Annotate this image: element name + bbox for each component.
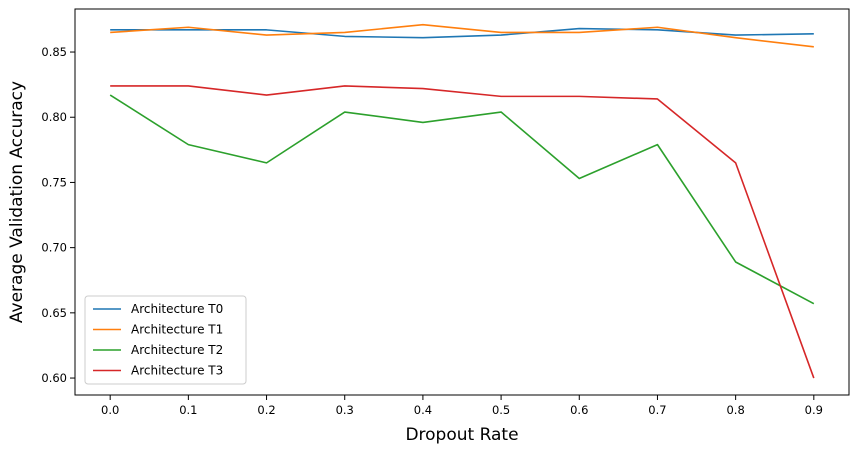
y-axis-ticks: 0.60 0.65 0.70 0.75 0.80 0.85 (41, 45, 75, 385)
y-tick-label: 0.80 (41, 110, 67, 124)
x-tick-label: 0.6 (570, 403, 588, 417)
x-tick-label: 0.9 (805, 403, 823, 417)
legend-entry-label: Architecture T1 (131, 323, 223, 337)
y-tick-label: 0.60 (41, 371, 67, 385)
x-tick-label: 0.5 (492, 403, 510, 417)
series-line-t2 (109, 94, 815, 305)
x-tick-label: 0.4 (414, 403, 432, 417)
legend-entry-label: Architecture T3 (131, 364, 223, 378)
x-tick-label: 0.0 (101, 403, 119, 417)
legend: Architecture T0 Architecture T1 Architectu… (84, 295, 247, 385)
x-tick-label: 0.7 (648, 403, 666, 417)
axes-frame (74, 8, 850, 396)
y-axis-label: Average Validation Accuracy (7, 81, 27, 323)
x-tick-label: 0.2 (257, 403, 275, 417)
legend-entry-label: Architecture T0 (131, 302, 223, 316)
legend-entry-label: Architecture T2 (131, 343, 223, 357)
y-tick-label: 0.75 (41, 175, 67, 189)
x-axis-label: Dropout Rate (405, 425, 518, 445)
y-tick-label: 0.65 (41, 306, 67, 320)
legend-box (84, 295, 247, 385)
series-line-t1 (110, 23, 814, 48)
series-line-t3 (110, 85, 815, 379)
x-tick-label: 0.8 (726, 403, 744, 417)
x-tick-label: 0.3 (336, 403, 354, 417)
x-tick-label: 0.1 (179, 403, 197, 417)
y-tick-label: 0.70 (41, 241, 67, 255)
x-axis-ticks: 0.0 0.1 0.2 0.3 0.4 0.5 0.6 0.7 0.8 0.9 (101, 395, 823, 417)
y-tick-label: 0.85 (41, 45, 67, 59)
series-layer (109, 23, 815, 379)
